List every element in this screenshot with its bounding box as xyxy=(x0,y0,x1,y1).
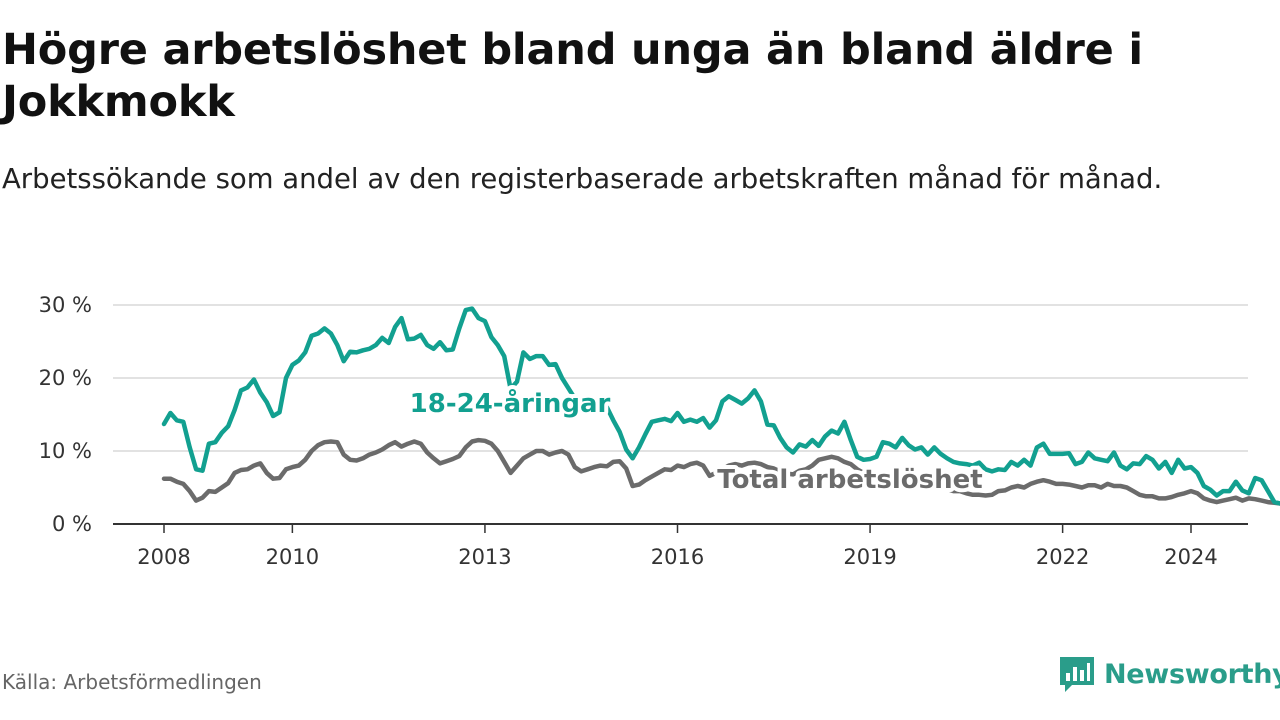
y-tick-label: 0 % xyxy=(52,512,92,536)
series-line-total xyxy=(161,437,1280,506)
chart-title: Högre arbetslöshet bland unga än bland ä… xyxy=(2,25,1143,127)
source-note: Källa: Arbetsförmedlingen xyxy=(2,670,262,694)
x-tick-label: 2022 xyxy=(1036,545,1089,569)
x-tick-label: 2024 xyxy=(1164,545,1217,569)
newsworthy-icon xyxy=(1060,657,1094,692)
series-annotation-total: Total arbetslöshet xyxy=(717,465,982,495)
series-lines xyxy=(161,306,1280,506)
gridlines xyxy=(113,304,1248,525)
x-tick-label: 2013 xyxy=(458,545,511,569)
x-tick-label: 2016 xyxy=(651,545,704,569)
chart-subtitle: Arbetssökande som andel av den registerb… xyxy=(2,163,1163,195)
brand-name: Newsworthy xyxy=(1104,658,1280,690)
axis-ticks: 0 % 10 % 20 % 30 % 2008 2010 2013 2016 2019 2022 2… xyxy=(39,293,1218,569)
y-tick-label: 10 % xyxy=(39,439,92,463)
y-tick-label: 30 % xyxy=(39,293,92,317)
series-line-youth xyxy=(161,306,1280,506)
x-tick-label: 2010 xyxy=(266,545,319,569)
x-tick-label: 2008 xyxy=(137,545,190,569)
newsworthy-logo[interactable]: Newsworthy xyxy=(1058,654,1280,694)
y-tick-label: 20 % xyxy=(39,366,92,390)
series-annotation-youth: 18-24-åringar xyxy=(410,387,611,419)
x-tick-label: 2019 xyxy=(843,545,896,569)
